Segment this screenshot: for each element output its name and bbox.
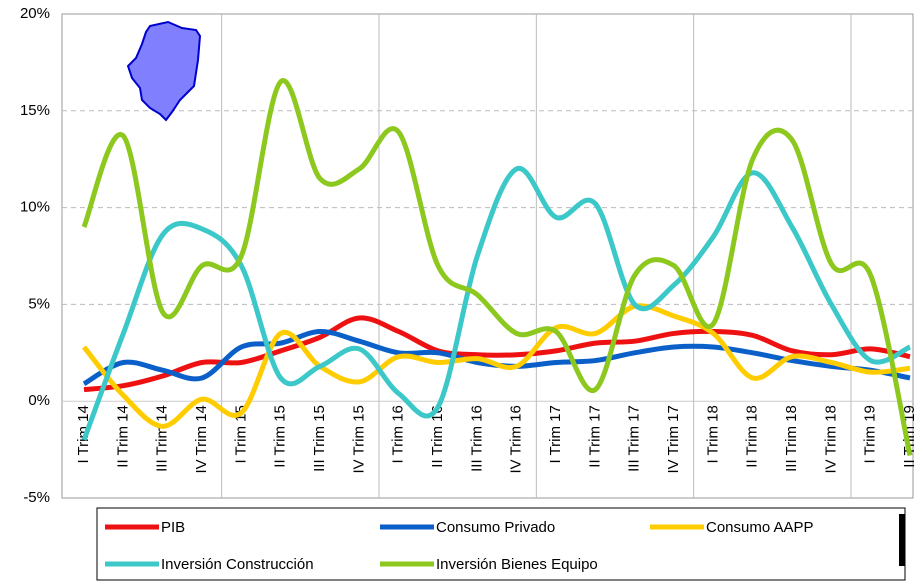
x-tick-label: II Trim 17	[586, 405, 603, 468]
x-tick-label: III Trim 17	[626, 405, 643, 472]
y-tick-label: -5%	[23, 489, 50, 506]
x-tick-label: II Trim 14	[114, 405, 131, 468]
x-tick-label: IV Trim 15	[350, 405, 367, 473]
x-tick-label: III Trim 15	[311, 405, 328, 472]
legend-label: PIB	[161, 519, 185, 536]
map-icon	[126, 20, 202, 122]
legend-label: Inversión Bienes Equipo	[436, 556, 598, 573]
x-tick-label: I Trim 19	[862, 405, 879, 463]
legend-label: Consumo AAPP	[706, 519, 814, 536]
y-tick-label: 5%	[28, 295, 50, 312]
y-tick-label: 10%	[20, 199, 50, 216]
x-tick-label: III Trim 18	[783, 405, 800, 472]
x-tick-label: I Trim 15	[232, 405, 249, 463]
series-line	[81, 78, 913, 456]
y-tick-label: 0%	[28, 392, 50, 409]
series-line	[81, 166, 912, 441]
x-tick-label: II Trim 16	[429, 405, 446, 468]
legend-label: Consumo Privado	[436, 519, 555, 536]
x-tick-label: I Trim 17	[547, 405, 564, 463]
x-tick-label: IV Trim 17	[665, 405, 682, 473]
x-tick-label: IV Trim 16	[508, 405, 525, 473]
legend-label: Inversión Construcción	[161, 556, 314, 573]
x-tick-label: IV Trim 18	[822, 405, 839, 473]
x-tick-label: III Trim 14	[154, 405, 171, 472]
y-tick-label: 15%	[20, 102, 50, 119]
series-line	[82, 303, 911, 429]
x-tick-label: IV Trim 14	[193, 405, 210, 473]
x-tick-label: III Trim 16	[468, 405, 485, 472]
x-tick-label: II Trim 15	[272, 405, 289, 468]
plot-area	[61, 13, 914, 499]
x-tick-label: II Trim 18	[744, 405, 761, 468]
x-tick-label: I Trim 16	[390, 405, 407, 463]
x-tick-label: I Trim 18	[704, 405, 721, 463]
legend-edge	[899, 514, 905, 566]
y-tick-label: 20%	[20, 5, 50, 22]
